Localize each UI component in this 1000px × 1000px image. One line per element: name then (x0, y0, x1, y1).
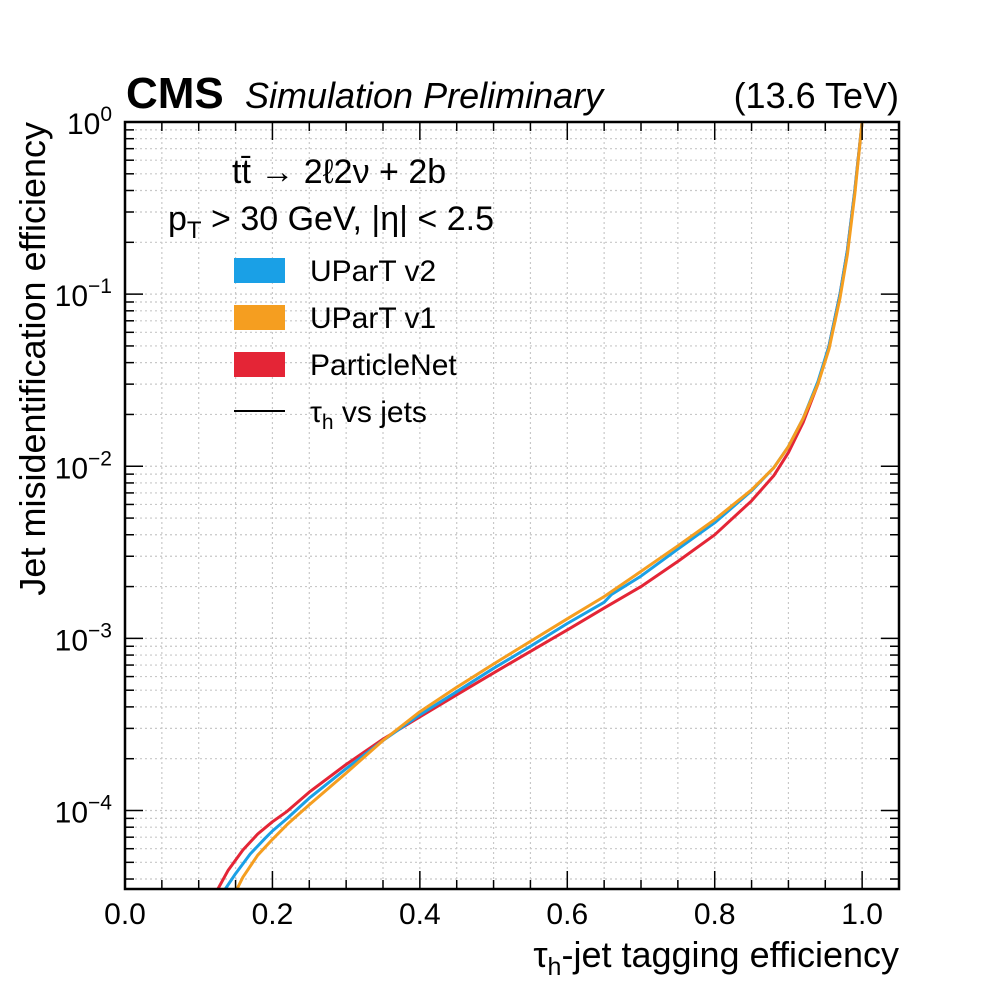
x-tick-label: 0.4 (399, 898, 441, 931)
cms-label: CMS (126, 69, 224, 118)
legend-item--h-vs-jets: τh vs jets (234, 396, 427, 434)
legend-swatch (234, 258, 285, 283)
energy-label: (13.6 TeV) (734, 75, 899, 116)
y-tick-label: 10−1 (55, 275, 112, 313)
x-tick-label: 0.2 (252, 898, 294, 931)
x-tick-label: 0.8 (694, 898, 736, 931)
legend-swatch (234, 352, 285, 377)
legend-item-upart-v1: UParT v1 (234, 302, 436, 335)
y-tick-label: 10−3 (55, 619, 112, 657)
legend-swatch (234, 305, 285, 330)
legend-label: UParT v2 (310, 255, 436, 288)
legend-label: τh vs jets (310, 396, 427, 434)
legend: UParT v2 UParT v1 ParticleNet τh vs jets (234, 255, 457, 434)
y-tick-label: 10−4 (55, 792, 113, 830)
x-axis-label: τh-jet tagging efficiency (533, 934, 899, 981)
legend-item-particlenet: ParticleNet (234, 349, 457, 382)
grid (125, 122, 899, 889)
legend-label: UParT v1 (310, 302, 436, 335)
legend-item-upart-v2: UParT v2 (234, 255, 436, 288)
x-tick-label: 0.6 (546, 898, 588, 931)
y-tick-label: 100 (67, 103, 112, 141)
curves (216, 121, 864, 890)
y-tick-label: 10−2 (55, 447, 112, 485)
simulation-label: Simulation Preliminary (245, 75, 605, 116)
cuts-annotation: pT > 30 GeV, |η| < 2.5 (168, 200, 494, 244)
x-tick-label: 1.0 (841, 898, 883, 931)
x-tick-label: 0.0 (104, 898, 146, 931)
y-axis-label: Jet misidentification efficiency (12, 122, 53, 596)
curve-upart-v1 (235, 121, 864, 890)
process-annotation: tt̄ → 2ℓ2ν + 2b (232, 153, 446, 191)
plot-frame (123, 120, 901, 891)
legend-label: ParticleNet (310, 349, 457, 382)
